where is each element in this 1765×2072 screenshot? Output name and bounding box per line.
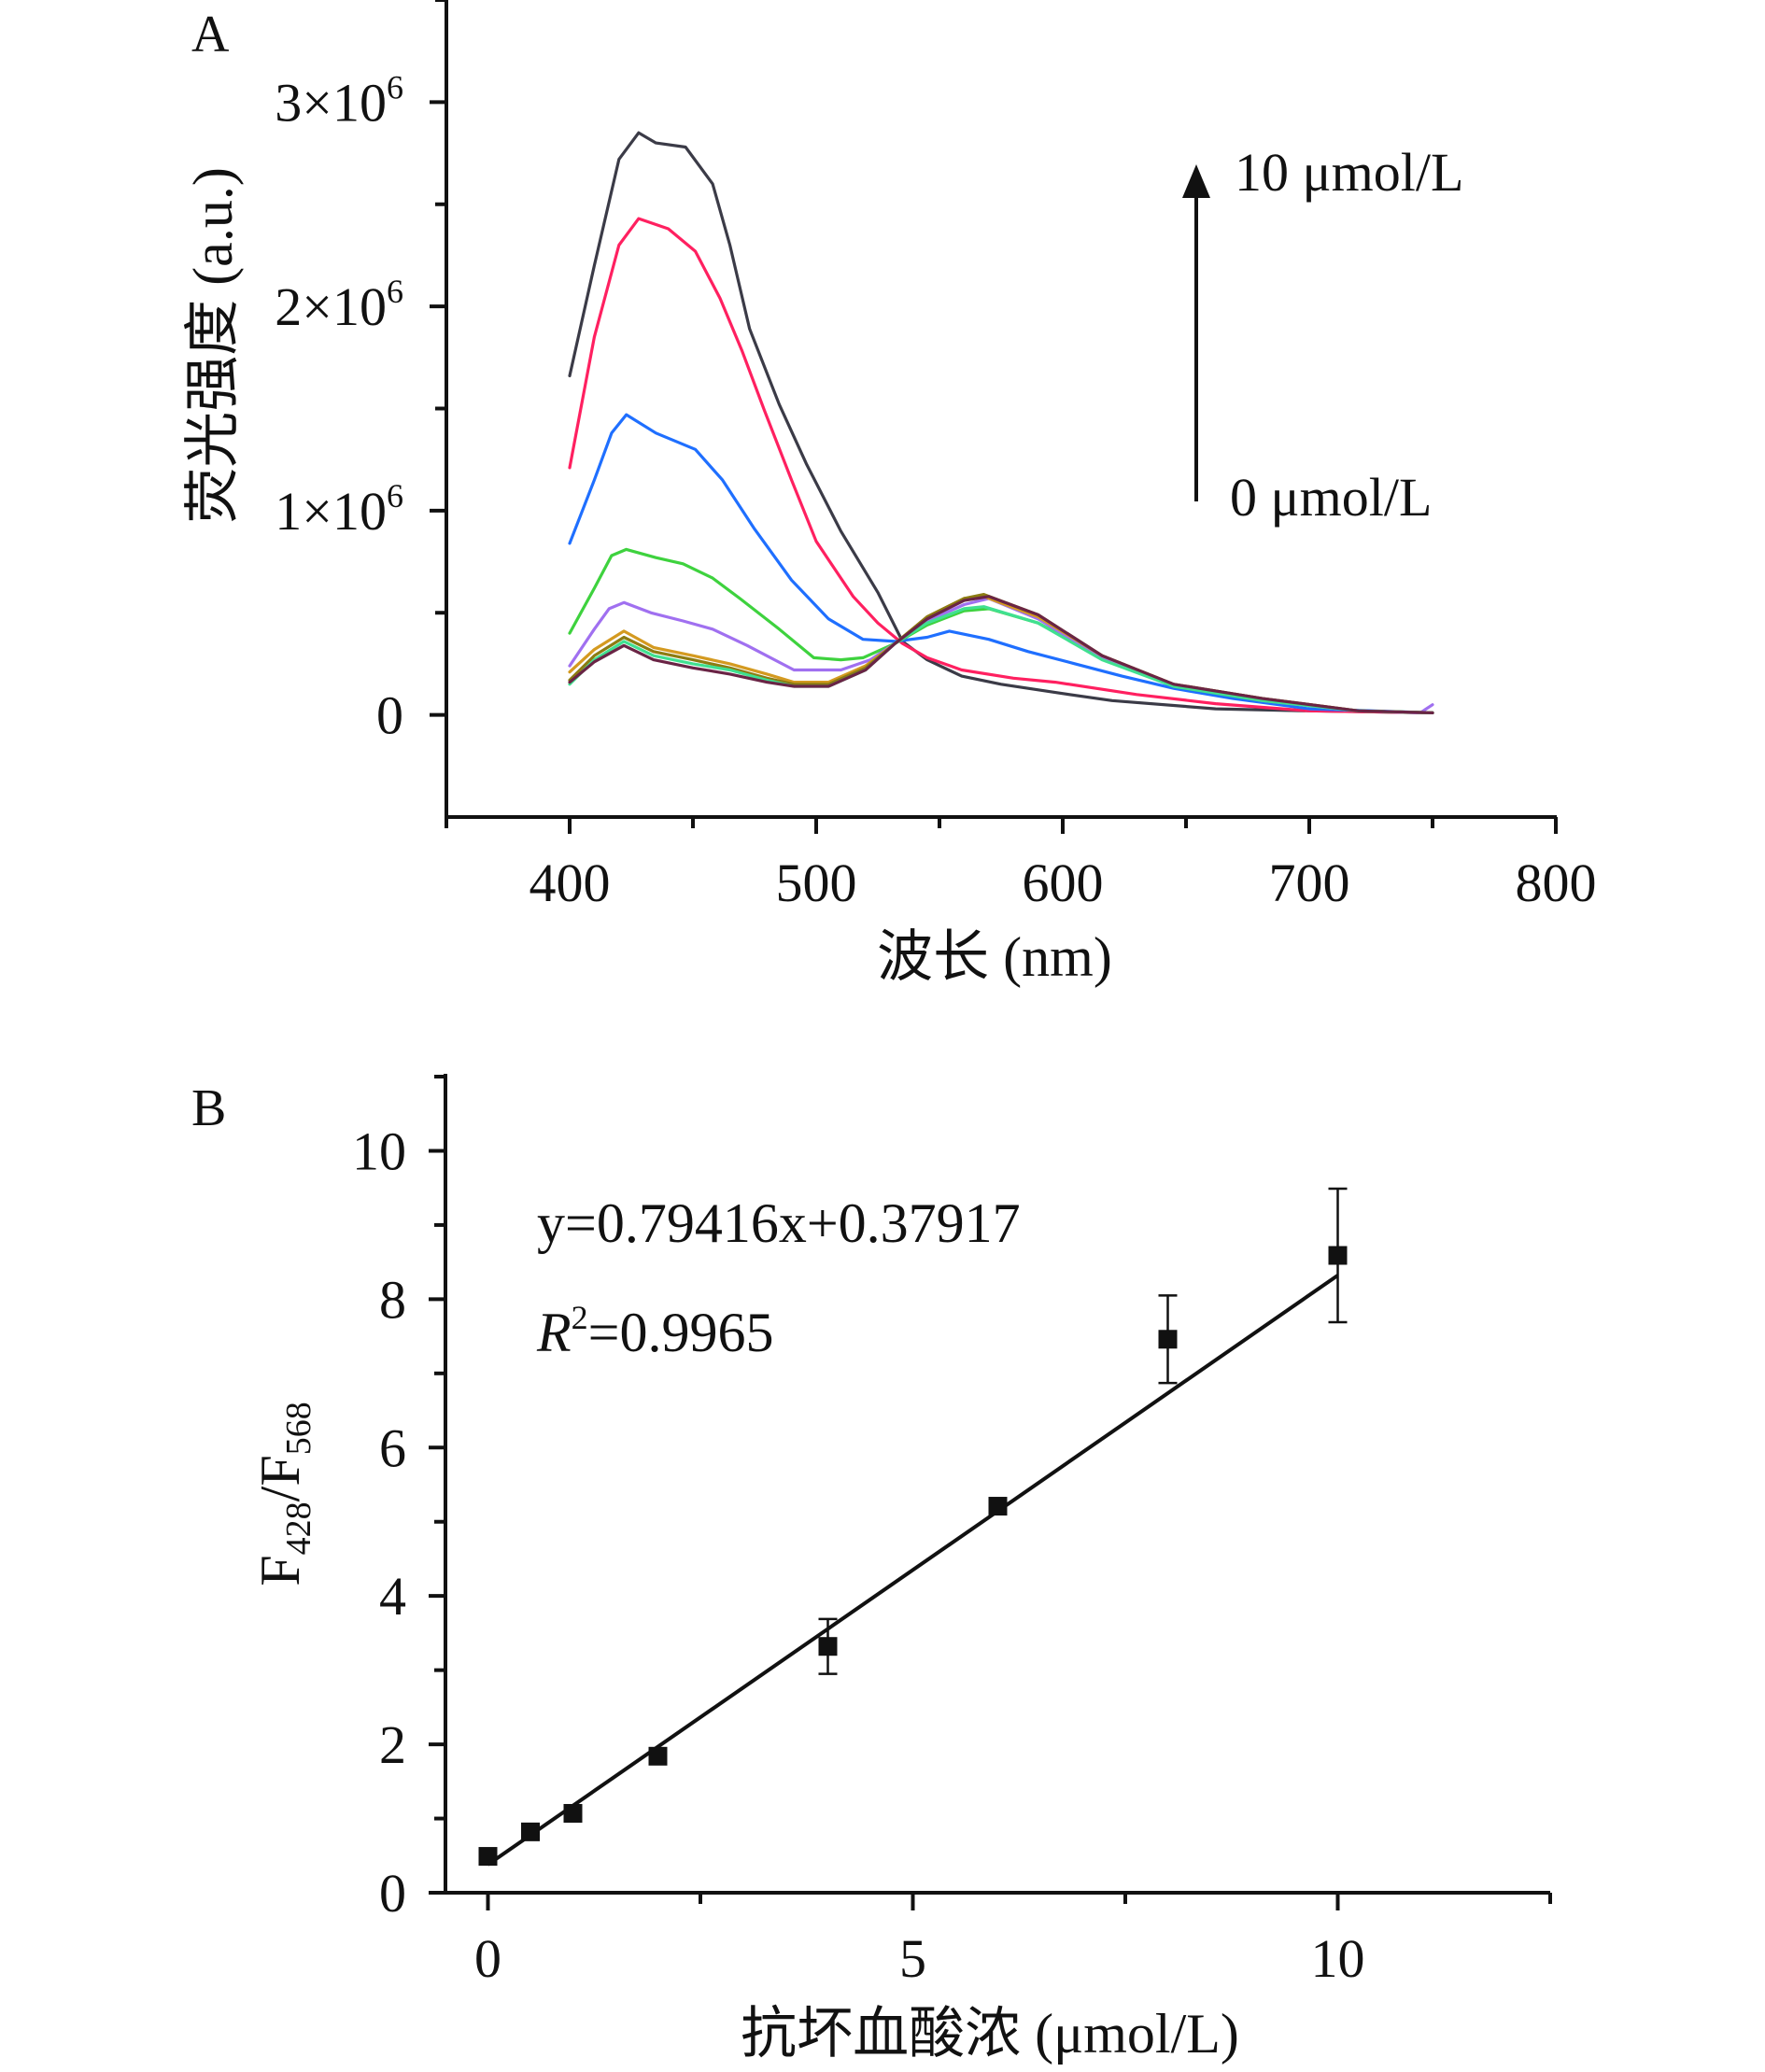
r-exponent: 2	[572, 1299, 588, 1336]
spectrum-line-8	[568, 595, 1434, 715]
r-symbol: R	[536, 1302, 572, 1363]
panel-b-y-ticks: 0 2 4 6 8 10	[352, 1075, 445, 1924]
data-point	[563, 1803, 583, 1823]
ylabel-f1: F	[249, 1555, 311, 1586]
y-tick-label: 0	[376, 685, 403, 746]
panel-b-y-axis-label: F428/F568	[249, 1402, 318, 1586]
data-point	[1328, 1246, 1348, 1265]
panel-b-plot-area	[478, 1187, 1348, 1867]
panel-a-x-axis-label: 波长 (nm)	[877, 926, 1112, 988]
panel-a-y-ticks: 0 1×106 2×106 3×106	[275, 0, 446, 746]
x-tick-label: 500	[776, 853, 857, 913]
arrow-up-icon	[1182, 164, 1210, 198]
x-tick-label: 600	[1023, 853, 1104, 913]
y-tick-label: 10	[352, 1121, 406, 1181]
y-tick-label: 6	[379, 1417, 406, 1478]
arrow-top-label: 10 μmol/L	[1235, 142, 1463, 203]
panel-a-label: A	[191, 6, 230, 63]
x-tick-label: 10	[1311, 1928, 1365, 1989]
panel-a-axes	[445, 0, 1557, 819]
x-tick-label: 5	[899, 1928, 926, 1989]
y-tick-label: 4	[379, 1566, 406, 1627]
y-tick-label: 2×106	[275, 273, 403, 337]
spectrum-line-2	[568, 413, 1434, 715]
ylabel-sub2: 568	[279, 1402, 318, 1455]
spectrum-line-1	[568, 217, 1434, 715]
data-point	[478, 1847, 498, 1867]
panel-a-y-axis-label: 荧光强度 (a.u.)	[182, 167, 244, 524]
data-point	[648, 1746, 668, 1766]
y-tick-label: 3×106	[275, 68, 403, 133]
x-tick-label: 0	[474, 1928, 501, 1989]
data-point	[988, 1497, 1008, 1516]
panel-a-plot-area	[568, 131, 1434, 715]
ylabel-slash-f2: /F	[249, 1455, 311, 1501]
spectrum-line-5	[568, 595, 1434, 715]
panel-b-x-axis-label: 抗坏血酸浓 (μmol/L)	[741, 2003, 1239, 2065]
y-tick-label: 8	[379, 1269, 406, 1330]
data-point	[521, 1822, 540, 1841]
y-tick-label: 2	[379, 1714, 406, 1775]
panel-b-label: B	[191, 1079, 226, 1137]
ylabel-sub1: 428	[279, 1501, 318, 1555]
r-value: =0.9965	[588, 1302, 774, 1363]
spectrum-line-3	[568, 547, 1434, 715]
panel-a-spectra-chart: A 400 500 600 700 800 0 1×106 2×106 3×106 波长 (n…	[182, 0, 1597, 988]
panel-b-axes	[444, 1074, 1550, 1895]
fit-r-squared: R2=0.9965	[536, 1299, 774, 1363]
x-tick-label: 400	[530, 853, 611, 913]
fit-equation: y=0.79416x+0.37917	[537, 1192, 1021, 1254]
y-tick-label: 0	[379, 1863, 406, 1924]
panel-b-x-ticks: 0 5 10	[474, 1893, 1552, 1989]
panel-a-x-ticks: 400 500 600 700 800	[445, 817, 1597, 913]
arrow-bottom-label: 0 μmol/L	[1230, 467, 1432, 528]
spectrum-line-0	[568, 131, 1434, 715]
y-tick-label: 1×106	[275, 477, 403, 542]
x-tick-label: 800	[1516, 853, 1597, 913]
data-point	[818, 1637, 838, 1656]
x-tick-label: 700	[1269, 853, 1350, 913]
data-point	[1158, 1330, 1178, 1349]
concentration-arrow	[1182, 164, 1210, 501]
fit-line	[487, 1274, 1339, 1867]
